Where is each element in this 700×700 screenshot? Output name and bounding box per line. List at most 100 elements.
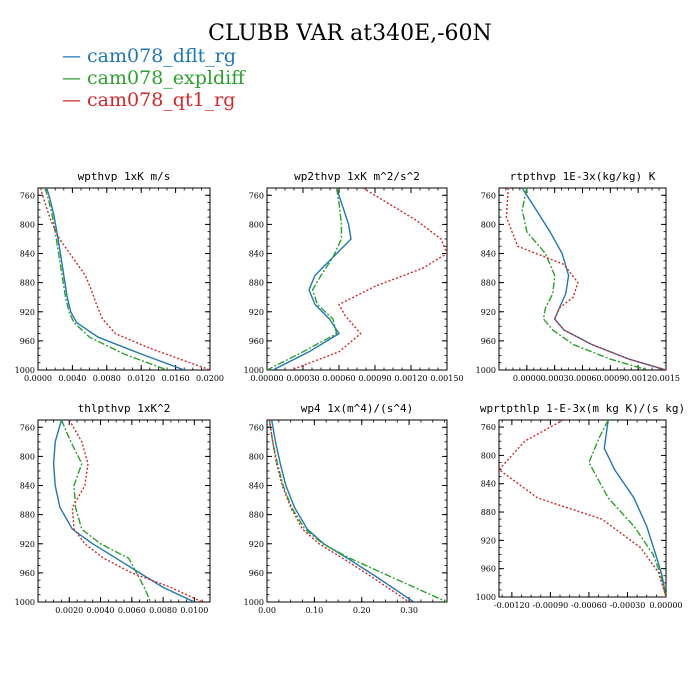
panel-title: wpthvp 1xK m/s	[78, 170, 171, 183]
series-line-cam078-dflt-rg	[272, 188, 352, 370]
y-tick-label: 840	[249, 250, 264, 259]
series-line-cam078-qt1-rg	[499, 420, 666, 597]
y-tick-label: 840	[249, 482, 264, 491]
y-tick-label: 960	[481, 565, 496, 574]
x-tick-label: 0.0012	[624, 374, 652, 383]
series-line-cam078-qt1-rg	[290, 188, 447, 370]
x-tick-label: 0.00090	[358, 374, 391, 383]
panel-4: thlpthvp 1xK^2 760 800 840 880 920 960 1000 0.00…	[15, 402, 211, 615]
x-tick-label: 0.0080	[149, 606, 177, 615]
series-line-cam078-expldiff	[588, 420, 666, 597]
series-line-cam078-expldiff	[521, 188, 648, 370]
y-tick-label: 920	[481, 308, 496, 317]
x-tick-label: 0.0120	[127, 374, 155, 383]
x-tick-label: 0.0000	[513, 374, 541, 383]
y-tick-label: 800	[481, 451, 496, 460]
y-tick-label: 880	[20, 279, 35, 288]
y-tick-label: 960	[20, 337, 35, 346]
y-tick-label: 800	[249, 452, 264, 461]
series-line-cam078-dflt-rg	[603, 420, 666, 597]
x-tick-label: 0.0040	[87, 606, 115, 615]
panel-1: wpthvp 1xK m/s76080084088092096010000.00…	[15, 170, 224, 383]
y-tick-label: 840	[481, 480, 496, 489]
x-tick-label: 0.00000	[649, 601, 682, 610]
panel-3: rtpthvp 1E-3x(kg/kg) K 760 800 840 880 920 960…	[476, 170, 680, 383]
y-tick-label: 880	[481, 279, 496, 288]
plot-frame	[266, 187, 448, 371]
series-line-cam078-expldiff	[267, 188, 343, 370]
y-tick-label: 880	[20, 511, 35, 520]
x-tick-label: 0.0006	[569, 374, 597, 383]
x-tick-label: 0.00	[258, 606, 276, 615]
y-tick-label: 1000	[244, 598, 264, 607]
y-tick-label: 1000	[244, 366, 264, 375]
x-tick-label: 0.0040	[58, 374, 86, 383]
y-tick-label: 960	[20, 569, 35, 578]
x-tick-label: -0.00120	[494, 601, 530, 610]
series-line-cam078-expldiff	[44, 188, 168, 370]
y-tick-label: 840	[481, 250, 496, 259]
x-tick-label: 0.00030	[286, 374, 319, 383]
panel-title: wprtpthlp 1-E-3x(m kg K)/(s kg)	[480, 402, 685, 415]
x-tick-label: 0.0200	[196, 374, 224, 383]
x-tick-label: 0.20	[353, 606, 371, 615]
plot-frame	[498, 419, 667, 598]
y-tick-label: 1000	[15, 598, 35, 607]
y-tick-label: 760	[249, 191, 264, 200]
panel-title: thlpthvp 1xK^2	[78, 402, 171, 415]
series-line-cam078-expldiff	[268, 420, 447, 602]
y-tick-label: 960	[249, 337, 264, 346]
y-tick-label: 840	[20, 250, 35, 259]
y-tick-label: 920	[20, 308, 35, 317]
x-tick-label: 0.0000	[24, 374, 52, 383]
y-tick-label: 960	[249, 569, 264, 578]
series-line-cam078-dflt-rg	[45, 188, 185, 370]
x-tick-label: 0.0080	[93, 374, 121, 383]
series-line-cam078-qt1-rg	[268, 420, 410, 602]
y-tick-label: 760	[20, 191, 35, 200]
x-tick-label: 0.00150	[430, 374, 463, 383]
series-line-cam078-dflt-rg	[52, 420, 195, 602]
x-tick-label: -0.00030	[610, 601, 646, 610]
x-tick-label: 0.00000	[250, 374, 283, 383]
y-tick-label: 840	[20, 482, 35, 491]
y-tick-label: 800	[20, 452, 35, 461]
panel-2: wp2thvp 1xK m^2/s^2 760 800 840 880 920 960 100…	[244, 170, 464, 383]
panel-title: wp4 1x(m^4)/(s^4)	[301, 402, 414, 415]
x-tick-label: 0.0160	[162, 374, 190, 383]
y-tick-label: 960	[481, 337, 496, 346]
y-tick-label: 1000	[476, 366, 496, 375]
y-tick-label: 760	[481, 191, 496, 200]
x-tick-label: -0.00060	[571, 601, 607, 610]
y-tick-label: 800	[249, 220, 264, 229]
y-tick-label: 1000	[476, 593, 496, 602]
y-tick-label: 760	[249, 423, 264, 432]
legend-entry-qt1: — cam078_qt1_rg	[62, 89, 235, 111]
y-tick-label: 880	[249, 279, 264, 288]
y-tick-label: 920	[249, 540, 264, 549]
x-tick-label: 0.00060	[322, 374, 355, 383]
x-tick-label: 0.30	[400, 606, 418, 615]
y-tick-label: 800	[20, 220, 35, 229]
panels-container: wpthvp 1xK m/s76080084088092096010000.00…	[15, 170, 686, 615]
series-line-cam078-expldiff	[60, 420, 152, 602]
y-tick-label: 800	[481, 220, 496, 229]
panel-title: rtpthvp 1E-3x(kg/kg) K	[510, 170, 656, 183]
plot-frame	[37, 419, 211, 603]
y-tick-label: 920	[20, 540, 35, 549]
series-line-cam078-dflt-rg	[521, 188, 666, 370]
y-tick-label: 760	[20, 423, 35, 432]
x-tick-label: 0.0100	[180, 606, 208, 615]
y-tick-label: 920	[249, 308, 264, 317]
panel-title: wp2thvp 1xK m^2/s^2	[294, 170, 420, 183]
y-tick-label: 760	[481, 423, 496, 432]
y-tick-label: 1000	[15, 366, 35, 375]
figure-title: CLUBB VAR at340E,-60N	[208, 21, 492, 46]
series-line-cam078-qt1-rg	[39, 188, 210, 370]
series-line-cam078-dflt-rg	[271, 420, 415, 602]
y-tick-label: 880	[249, 511, 264, 520]
x-tick-label: 0.10	[305, 606, 323, 615]
x-tick-label: 0.0015	[652, 374, 680, 383]
x-tick-label: 0.0060	[118, 606, 146, 615]
